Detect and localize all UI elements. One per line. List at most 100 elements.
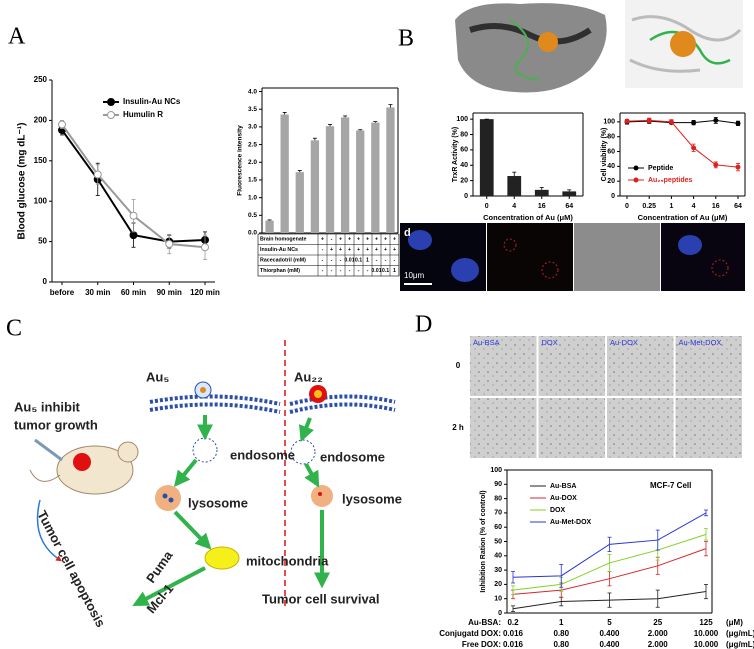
table-cell: -	[331, 268, 333, 274]
legend-label: Au-DOX	[550, 495, 577, 502]
legend-label: Au-BSA	[550, 483, 576, 490]
table-cell: -	[331, 258, 333, 264]
table-cell: 10.000	[694, 640, 719, 649]
table-cell: 125	[699, 618, 713, 627]
table-cell: 0.400	[599, 640, 620, 649]
series-line	[626, 119, 739, 168]
error-bar	[343, 115, 348, 118]
x-tick-label: 0	[625, 203, 629, 210]
table-cell: +	[321, 237, 324, 243]
table-cell: 1	[366, 258, 369, 264]
y-tick-label: 80	[460, 131, 468, 138]
organelle-label: mitochondria	[246, 553, 329, 568]
marker	[691, 120, 697, 126]
organelle-label: endosome	[230, 447, 295, 462]
table-cell: +	[384, 247, 387, 253]
error-bar	[312, 137, 317, 141]
table-cell: +	[393, 247, 396, 253]
error-bar	[704, 541, 708, 557]
y-tick-label: 80	[607, 134, 615, 141]
table-cell: +	[375, 247, 378, 253]
table-cell: 5	[607, 618, 612, 627]
y-tick-label: 3.5	[248, 106, 257, 113]
legend-label: Au-Met-DOX	[550, 519, 592, 526]
cell-image	[607, 398, 674, 458]
y-tick-label: 0.5	[248, 212, 257, 219]
bar	[310, 140, 320, 233]
outcome-label: Tumor cell survival	[262, 591, 380, 606]
table-cell: -	[349, 268, 351, 274]
table-unit: (μg/mL)	[726, 629, 754, 638]
marker	[713, 162, 719, 168]
table-cell: -	[358, 268, 360, 274]
y-tick-label: 90	[494, 481, 502, 488]
table-cell: +	[393, 237, 396, 243]
y-tick-label: 0	[611, 193, 615, 200]
table-cell: 0.1	[355, 258, 362, 264]
error-bar	[607, 592, 612, 608]
cell-image	[470, 398, 537, 458]
column-label: Au-DOX	[610, 338, 638, 347]
table-cell: 2.000	[648, 640, 669, 649]
bar	[280, 114, 289, 233]
x-tick-label: 1	[669, 203, 673, 210]
error-bar	[607, 536, 612, 552]
y-tick-label: 1.0	[248, 194, 257, 201]
scale-bar-label: 10μm	[404, 271, 425, 280]
diagram-heading: Au₅ inhibit	[14, 399, 81, 414]
y-tick-label: 20	[460, 177, 468, 184]
y-tick-label: 70	[494, 510, 502, 517]
column-label: Au-Met-DOX	[679, 338, 722, 347]
x-tick-label: 0	[485, 203, 489, 210]
legend-marker	[107, 111, 115, 119]
table-cell: 1	[559, 618, 564, 627]
cluster-label: Au₂₂	[294, 369, 323, 384]
table-cell: +	[366, 237, 369, 243]
y-tick-label: 4.0	[248, 88, 257, 95]
legend-label: DOX	[550, 507, 566, 514]
error-bar	[567, 189, 572, 192]
error-bar	[704, 509, 708, 517]
y-tick-label: 20	[607, 178, 615, 185]
row-label: 2 h	[452, 423, 464, 432]
cell-image	[675, 336, 742, 396]
table-unit: (μg/mL)	[726, 640, 754, 649]
error-bar	[267, 219, 272, 221]
row-label: 0	[456, 361, 461, 370]
bar	[479, 119, 494, 196]
y-tick-label: 250	[34, 75, 48, 84]
y-tick-label: 0	[43, 277, 48, 286]
marker	[691, 145, 697, 151]
error-bar	[373, 121, 378, 123]
y-tick-label: 20	[494, 581, 502, 588]
y-axis-label: TrxR Activity (%)	[452, 127, 459, 182]
y-tick-label: 40	[607, 163, 615, 170]
y-tick-label: 60	[460, 147, 468, 154]
table-cell: +	[366, 247, 369, 253]
table-unit: (μM)	[726, 618, 743, 627]
table-cell: +	[339, 247, 342, 253]
y-tick-label: 80	[494, 495, 502, 502]
y-tick-label: 60	[494, 524, 502, 531]
marker	[624, 118, 630, 124]
table-cell: 0.016	[503, 640, 524, 649]
table-cell: +	[330, 247, 333, 253]
bar	[356, 130, 365, 233]
table-cell: +	[384, 237, 387, 243]
y-axis-label: Inhibition Ration (% of control)	[480, 490, 487, 592]
marker	[165, 240, 174, 249]
bar	[386, 107, 395, 233]
bar	[325, 126, 335, 233]
table-cell: -	[376, 258, 378, 264]
table-cell: 0.2	[507, 618, 519, 627]
x-axis-label: Concentration of Au (μM)	[483, 213, 573, 222]
bar	[507, 176, 522, 196]
y-tick-label: 2.0	[248, 159, 257, 166]
table-cell: -	[322, 268, 324, 274]
error-bar	[511, 605, 515, 612]
marker	[201, 243, 209, 252]
marker	[735, 120, 741, 126]
y-tick-label: 150	[34, 156, 48, 165]
table-cell: +	[348, 247, 351, 253]
marker	[129, 211, 138, 220]
